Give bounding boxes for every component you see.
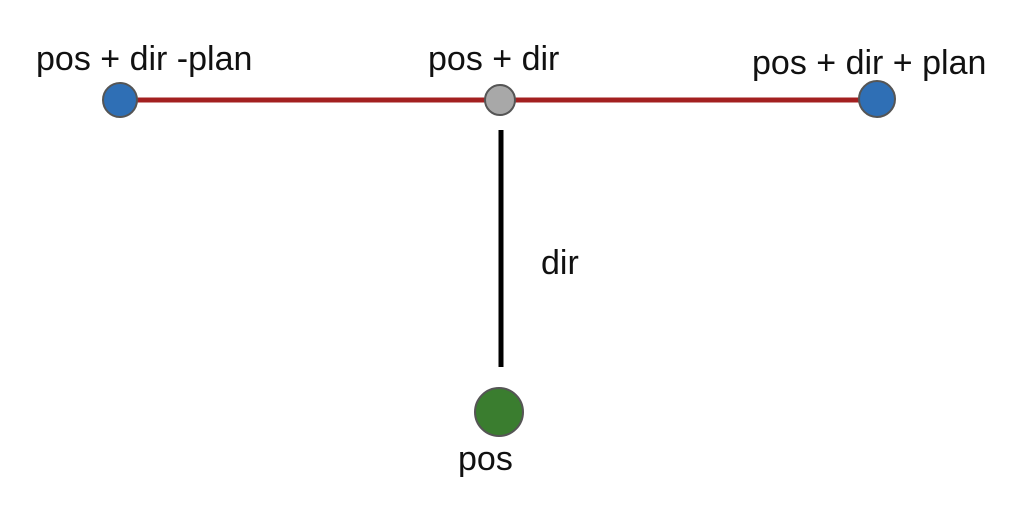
pos-dir-point <box>484 84 516 116</box>
pos-dir-plus-plan-point <box>858 80 896 118</box>
pos-point <box>474 387 524 437</box>
label-pos-dir: pos + dir <box>428 40 560 78</box>
label-pos-dir-minus-plan: pos + dir -plan <box>36 40 253 78</box>
label-pos: pos <box>458 440 513 478</box>
label-dir: dir <box>541 244 579 282</box>
pos-dir-minus-plan-point <box>102 82 138 118</box>
label-pos-dir-plus-plan: pos + dir + plan <box>752 44 987 82</box>
